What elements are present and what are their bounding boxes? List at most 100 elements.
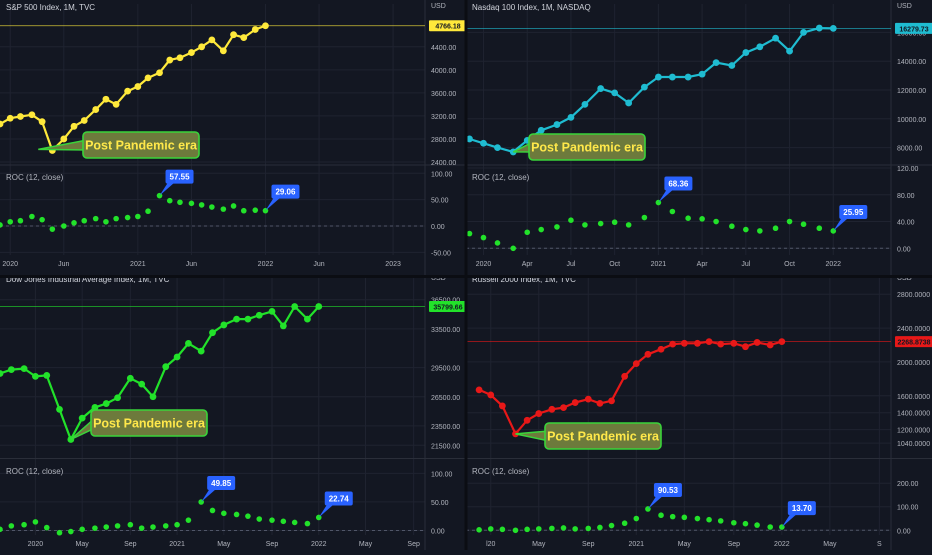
x-tick-label: 2023 — [385, 261, 401, 268]
price-point — [728, 62, 736, 69]
roc-point — [114, 523, 121, 529]
roc-badge-label: 68.36 — [668, 180, 689, 189]
roc-point — [39, 216, 45, 223]
price-point — [742, 49, 750, 56]
price-point — [705, 338, 713, 346]
last-price-label: 2268.8738 — [897, 340, 930, 347]
price-point — [112, 101, 120, 108]
roc-badge-label: 25.95 — [843, 208, 864, 217]
roc-title: ROC (12, close) — [6, 173, 64, 182]
roc-badge-box — [165, 169, 194, 184]
roc-badge-pointer — [201, 488, 218, 503]
x-tick-label: 2020 — [28, 541, 44, 548]
axis-unit-label: USD — [897, 275, 912, 282]
price-point — [560, 404, 567, 412]
roc-point — [582, 222, 588, 228]
roc-point — [742, 520, 749, 527]
roc-badge-label: 49.85 — [211, 479, 232, 488]
chart-panel-2: Nasdaq 100 Index, 1M, NASDAQ ROC (12, clo… — [466, 0, 932, 275]
roc-point — [304, 520, 311, 527]
x-tick-label: 2020 — [476, 261, 492, 268]
x-tick-label: Sep — [582, 541, 595, 548]
roc-point — [757, 228, 763, 234]
roc-point — [641, 214, 648, 221]
panel-title: S&P 500 Index, 1M, TVC — [6, 3, 95, 12]
price-tick-label: 29500.00 — [431, 366, 460, 373]
annotation-callout: Post Pandemic era — [70, 409, 208, 441]
x-tick-label: S — [877, 541, 882, 548]
roc-badge-pointer — [781, 513, 798, 528]
roc-badge-box — [664, 176, 693, 191]
price-point — [654, 73, 662, 81]
price-point — [644, 350, 652, 358]
roc-badge-label: 90.53 — [658, 486, 679, 495]
roc-point — [731, 519, 737, 526]
price-tick-label: 16000.00 — [897, 30, 926, 37]
roc-point — [0, 222, 3, 228]
price-point — [102, 400, 110, 407]
price-point — [657, 345, 665, 353]
roc-tick-label: 80.00 — [897, 193, 915, 200]
price-point — [625, 99, 633, 107]
roc-point — [685, 215, 691, 221]
roc-point — [538, 226, 545, 233]
price-point — [124, 87, 132, 95]
roc-point — [71, 220, 77, 226]
roc-tick-label: 50.00 — [431, 500, 449, 507]
roc-badge-label: 29.06 — [275, 188, 296, 197]
roc-point — [713, 218, 719, 225]
roc-point — [681, 514, 688, 521]
last-price-label: 4766.18 — [435, 24, 460, 31]
price-point — [244, 315, 252, 323]
price-point — [621, 372, 629, 380]
price-point — [255, 311, 263, 319]
roc-point — [269, 517, 275, 523]
roc-point — [49, 226, 56, 232]
price-tick-label: 4000.00 — [431, 68, 456, 75]
roc-badge: 29.06 — [265, 184, 300, 211]
x-tick-label: Jun — [313, 261, 324, 268]
roc-point — [754, 522, 760, 528]
x-tick-label: l20 — [486, 541, 495, 548]
roc-badge-pointer — [318, 503, 335, 518]
x-tick-label: Sep — [266, 541, 279, 548]
price-point — [219, 47, 227, 55]
roc-point — [554, 224, 560, 230]
price-point — [91, 404, 99, 411]
price-point — [251, 26, 259, 33]
roc-badge: 13.70 — [781, 501, 816, 528]
x-tick-label: May — [532, 541, 546, 548]
roc-tick-label: 100.00 — [431, 471, 453, 478]
price-point — [608, 397, 615, 405]
price-point — [28, 111, 36, 119]
price-tick-label: 4400.00 — [431, 45, 456, 52]
roc-point — [79, 526, 85, 533]
price-point — [680, 339, 688, 347]
x-tick-label: 2022 — [774, 541, 790, 548]
roc-point — [572, 526, 578, 532]
roc-point — [240, 207, 247, 214]
roc-point — [185, 517, 192, 523]
price-point — [138, 380, 146, 388]
roc-point — [621, 520, 628, 527]
roc-point — [669, 513, 676, 520]
price-point — [571, 399, 579, 406]
price-point — [584, 395, 592, 403]
price-point — [694, 339, 701, 347]
price-point — [778, 338, 786, 346]
roc-badge: 25.95 — [833, 204, 868, 231]
roc-tick-label: -50.00 — [431, 250, 451, 257]
roc-tick-label: 0.00 — [431, 528, 445, 535]
axis-unit-label: USD — [431, 3, 446, 10]
roc-point — [68, 528, 74, 535]
roc-point — [699, 216, 705, 222]
price-point — [7, 366, 15, 373]
price-point — [742, 343, 749, 351]
price-point — [766, 341, 774, 349]
roc-badge-pointer — [833, 216, 850, 231]
price-point — [209, 329, 216, 337]
price-point — [38, 118, 46, 126]
x-tick-label: Apr — [697, 261, 709, 268]
roc-tick-label: 50.00 — [431, 198, 449, 205]
price-tick-label: 1600.0000 — [897, 394, 930, 401]
